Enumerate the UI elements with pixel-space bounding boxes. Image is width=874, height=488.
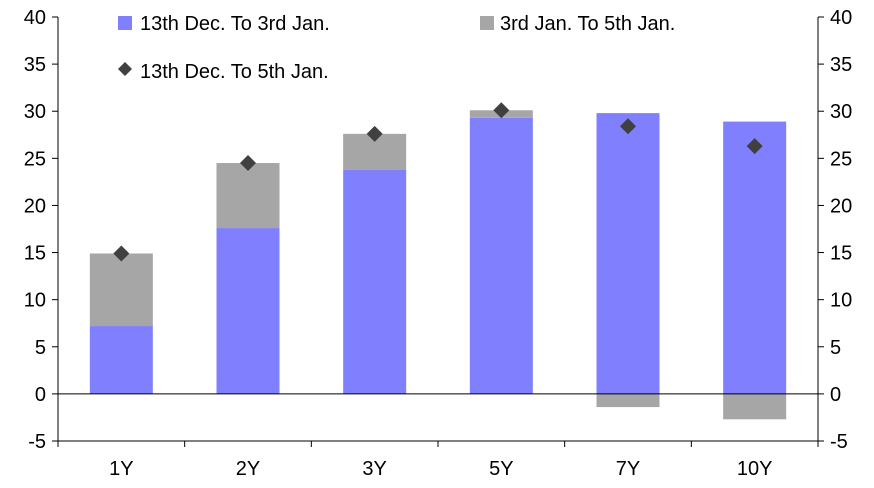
marker-13dec-5jan-3Y [366, 125, 383, 142]
bar-13dec-3jan-3Y [343, 169, 407, 394]
y-tick-label-left: 25 [24, 148, 46, 170]
legend-swatch-13dec-3jan [118, 16, 132, 30]
bar-13dec-3jan-1Y [89, 326, 153, 394]
y-tick-label-left: 30 [24, 101, 46, 123]
x-tick-label-10Y: 10Y [737, 458, 773, 480]
y-tick-label-left: 40 [24, 7, 46, 29]
bar-3jan-5jan-10Y [723, 393, 787, 420]
y-tick-label-left: 5 [35, 337, 46, 359]
legend-marker-13dec-5jan [118, 62, 132, 76]
y-tick-label-right: 10 [830, 290, 852, 312]
legend-label-13dec-5jan: 13th Dec. To 5th Jan. [140, 61, 329, 83]
markers-layer [113, 102, 763, 262]
bar-13dec-3jan-5Y [469, 117, 533, 394]
bar-13dec-3jan-2Y [216, 228, 280, 394]
y-tick-label-left: 15 [24, 243, 46, 265]
bar-3jan-5jan-1Y [89, 253, 153, 327]
y-tick-label-right: 40 [830, 7, 852, 29]
y-tick-label-left: -5 [28, 431, 46, 453]
y-tick-label-right: 5 [830, 337, 841, 359]
bar-3jan-5jan-7Y [596, 393, 660, 408]
x-tick-label-3Y: 3Y [362, 458, 386, 480]
legend-swatch-3jan-5jan [480, 16, 494, 30]
x-tick-label-2Y: 2Y [236, 458, 260, 480]
y-tick-label-right: 20 [830, 195, 852, 217]
y-tick-label-left: 20 [24, 195, 46, 217]
y-tick-label-right: 30 [830, 101, 852, 123]
y-tick-label-right: 15 [830, 243, 852, 265]
bar-3jan-5jan-2Y [216, 163, 280, 229]
y-tick-label-left: 10 [24, 290, 46, 312]
y-tick-label-left: 35 [24, 54, 46, 76]
y-tick-label-right: -5 [830, 431, 848, 453]
y-tick-label-right: 0 [830, 384, 841, 406]
y-tick-label-right: 35 [830, 54, 852, 76]
bar-13dec-3jan-7Y [596, 113, 660, 394]
legend: 13th Dec. To 3rd Jan. 3rd Jan. To 5th Ja… [118, 13, 675, 83]
y-tick-label-right: 25 [830, 148, 852, 170]
legend-label-3jan-5jan: 3rd Jan. To 5th Jan. [500, 13, 675, 35]
x-tick-label-7Y: 7Y [616, 458, 640, 480]
legend-label-13dec-3jan: 13th Dec. To 3rd Jan. [140, 13, 330, 35]
x-tick-label-5Y: 5Y [489, 458, 513, 480]
y-tick-label-left: 0 [35, 384, 46, 406]
bars-layer [89, 110, 787, 420]
marker-13dec-5jan-5Y [493, 102, 510, 119]
marker-13dec-5jan-10Y [746, 138, 763, 155]
bar-13dec-3jan-10Y [723, 121, 787, 394]
marker-13dec-5jan-2Y [240, 155, 256, 172]
axes-layer: 40 40 35 35 30 30 25 25 20 20 15 15 10 10 5 5 0 0 -5 -5 1Y 2Y… [24, 7, 853, 480]
x-tick-label-1Y: 1Y [109, 458, 133, 480]
marker-13dec-5jan-7Y [620, 118, 636, 135]
marker-13dec-5jan-1Y [113, 245, 130, 262]
